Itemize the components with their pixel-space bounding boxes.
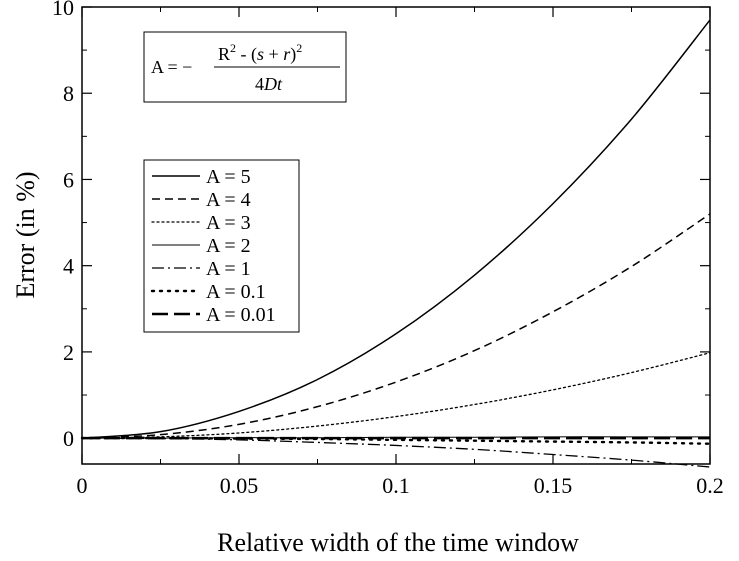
x-tick-label: 0.2: [696, 473, 724, 498]
formula-lhs: A = −: [151, 57, 192, 77]
series-line-4: [81, 436, 710, 439]
legend-label: A = 0.1: [206, 281, 266, 303]
x-tick-label: 0: [77, 473, 88, 498]
y-tick-label: 10: [52, 0, 74, 20]
legend-label: A = 5: [206, 166, 251, 188]
y-axis-label: Error (in %): [11, 171, 40, 298]
x-tick-label: 0.05: [220, 473, 259, 498]
y-tick-label: 2: [63, 340, 74, 365]
formula-numerator: R2 - (s + r)2: [218, 41, 302, 65]
y-tick-label: 0: [63, 426, 74, 451]
legend-label: A = 0.01: [206, 304, 276, 326]
legend-label: A = 1: [206, 258, 251, 280]
y-tick-label: 8: [63, 81, 74, 106]
legend-frame: [143, 159, 300, 333]
series-line-5: [81, 437, 711, 468]
series-line-1: [81, 19, 711, 439]
legend: A = 5A = 4A = 3A = 2A = 1A = 0.1A = 0.01: [150, 166, 276, 326]
y-tick-label: 4: [63, 254, 74, 279]
series-line-3: [81, 352, 711, 439]
legend-label: A = 2: [206, 235, 251, 257]
series-line-6: [80, 436, 712, 445]
x-tick-label: 0.1: [382, 473, 410, 498]
x-tick-label: 0.15: [534, 473, 573, 498]
y-tick-label: 6: [63, 167, 74, 192]
formula-box: A = − R2 - (s + r)2 4Dt: [143, 31, 347, 103]
x-axis-label: Relative width of the time window: [217, 528, 579, 557]
series-line-2: [81, 213, 711, 439]
formula-denominator: 4Dt: [255, 74, 283, 94]
legend-label: A = 3: [206, 212, 251, 234]
legend-label: A = 4: [206, 189, 251, 211]
